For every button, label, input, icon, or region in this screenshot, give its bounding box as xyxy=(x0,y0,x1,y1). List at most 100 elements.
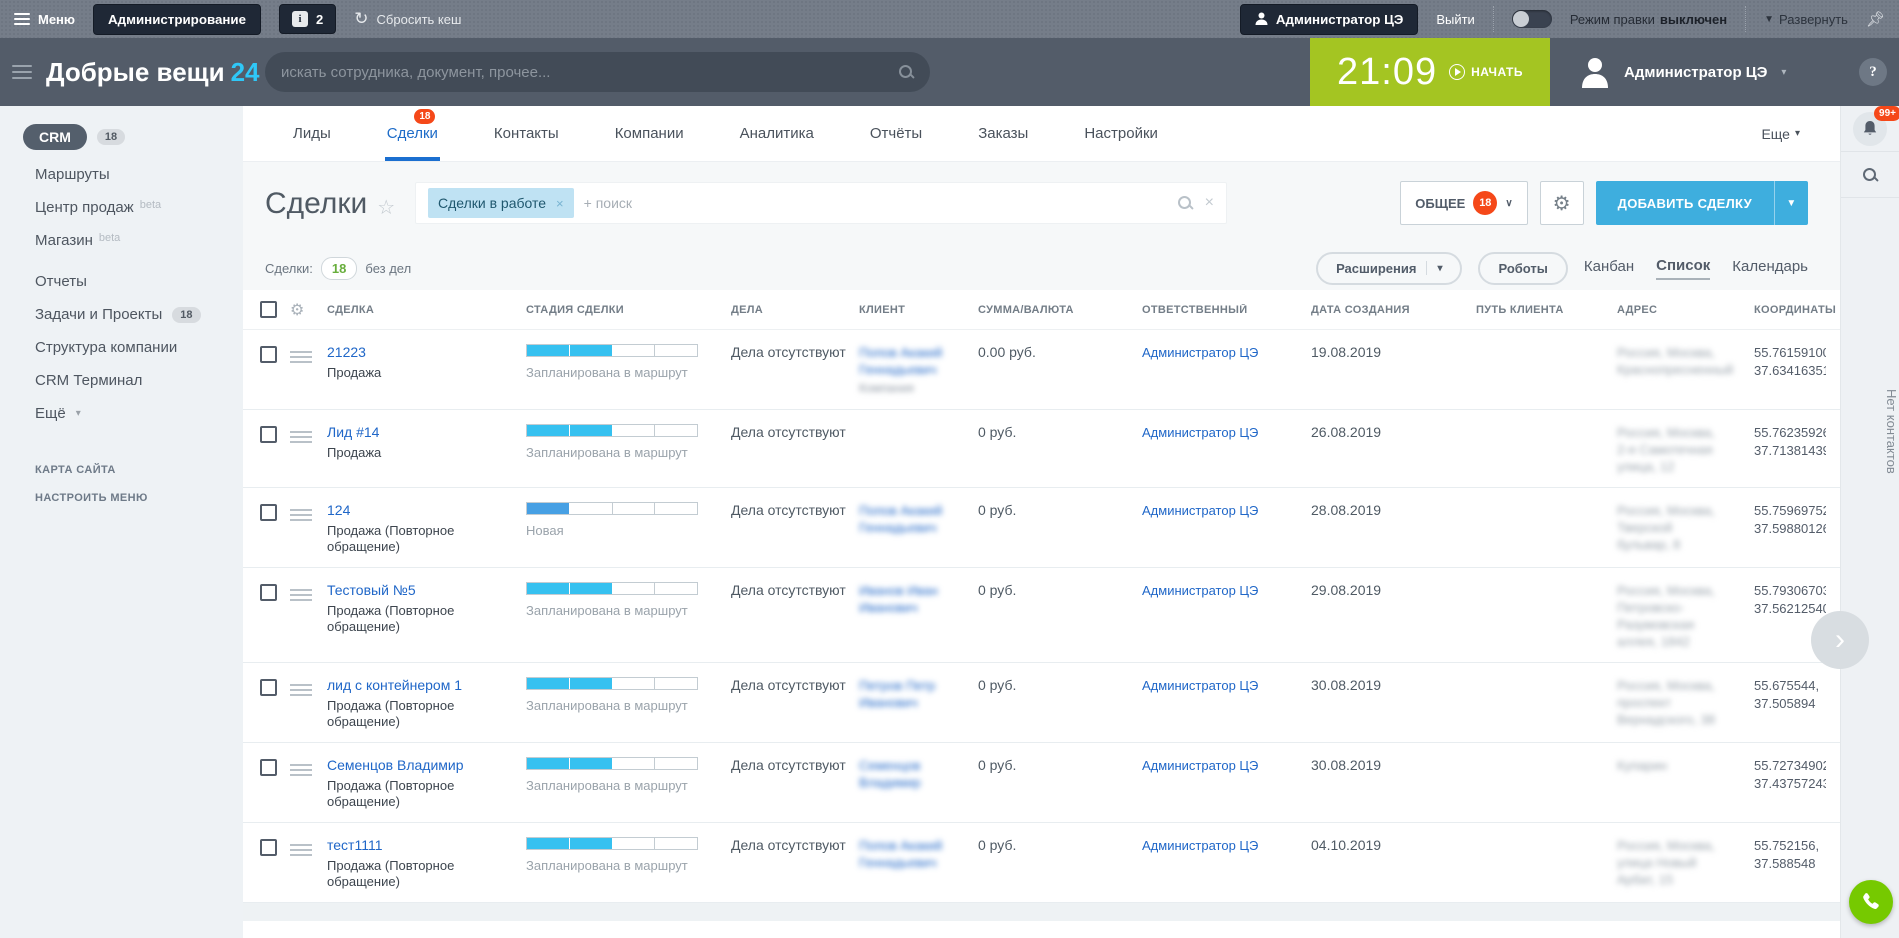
tab-аналитика[interactable]: Аналитика xyxy=(712,106,842,161)
column-header[interactable]: АДРЕС xyxy=(1617,303,1658,316)
sidebar-item[interactable]: Структура компании xyxy=(0,331,243,364)
rail-search-button[interactable] xyxy=(1841,152,1899,198)
sidebar-item[interactable]: Отчеты xyxy=(0,265,243,298)
row-checkbox[interactable] xyxy=(260,839,277,856)
client-link[interactable]: Геннадьевич xyxy=(859,855,937,870)
sidebar-item[interactable]: Задачи и Проекты 18 xyxy=(0,298,243,331)
deal-name-link[interactable]: тест1111 xyxy=(327,837,383,853)
sidebar-footer-link[interactable]: НАСТРОИТЬ МЕНЮ xyxy=(35,492,148,504)
stage-progress-bar[interactable] xyxy=(526,757,698,770)
edit-mode-toggle[interactable] xyxy=(1511,10,1552,28)
deal-name-link[interactable]: лид с контейнером 1 xyxy=(327,677,462,693)
collapse-panel-button[interactable]: › xyxy=(1811,611,1869,669)
view-календарь[interactable]: Календарь xyxy=(1732,257,1808,275)
responsible-link[interactable]: Администратор ЦЭ xyxy=(1142,345,1259,360)
row-checkbox[interactable] xyxy=(260,426,277,443)
client-link[interactable]: Семенцов xyxy=(859,758,921,773)
column-header[interactable]: СДЕЛКА xyxy=(327,303,375,316)
deals-count-badge[interactable]: 18 xyxy=(320,256,358,280)
client-link[interactable]: Попов Акакий xyxy=(859,838,943,853)
admin-user-button[interactable]: Администратор ЦЭ xyxy=(1239,3,1419,35)
sidebar-item[interactable]: CRM Терминал xyxy=(0,364,243,397)
global-search[interactable] xyxy=(265,52,930,92)
clear-filter-icon[interactable]: × xyxy=(1204,194,1214,211)
sidebar-item[interactable]: Центр продаж beta xyxy=(0,191,243,224)
start-workday-button[interactable]: НАЧАТЬ xyxy=(1449,64,1523,80)
remove-filter-icon[interactable]: × xyxy=(556,195,564,211)
favorite-star-icon[interactable]: ☆ xyxy=(377,196,396,219)
tab-настройки[interactable]: Настройки xyxy=(1056,106,1186,161)
notifications-bell-button[interactable]: 99+ xyxy=(1853,105,1899,146)
responsible-link[interactable]: Администратор ЦЭ xyxy=(1142,503,1259,518)
deal-name-link[interactable]: Лид #14 xyxy=(327,424,380,440)
column-header[interactable]: ПУТЬ КЛИЕНТА xyxy=(1476,303,1564,316)
tabs-more-button[interactable]: Еще ▾ xyxy=(1761,125,1800,142)
extensions-button[interactable]: Расширения ▾ xyxy=(1316,251,1463,285)
logout-link[interactable]: Выйти xyxy=(1436,11,1475,27)
current-user-menu[interactable]: Администратор ЦЭ ▾ xyxy=(1580,38,1786,106)
responsible-link[interactable]: Администратор ЦЭ xyxy=(1142,838,1259,853)
stage-progress-bar[interactable] xyxy=(526,424,698,437)
client-link[interactable]: Геннадьевич xyxy=(859,520,937,535)
deal-name-link[interactable]: 124 xyxy=(327,502,351,518)
row-checkbox[interactable] xyxy=(260,346,277,363)
row-checkbox[interactable] xyxy=(260,759,277,776)
client-link[interactable]: Геннадьевич xyxy=(859,362,937,377)
time-tracker[interactable]: 21:09 НАЧАТЬ xyxy=(1310,38,1550,106)
filter-search-bar[interactable]: Сделки в работе × + поиск × xyxy=(415,182,1227,224)
column-settings-gear-icon[interactable]: ⚙︎ xyxy=(290,301,305,319)
filter-search-placeholder[interactable]: + поиск xyxy=(583,195,633,211)
select-all-checkbox[interactable] xyxy=(260,301,277,318)
sidebar-item[interactable]: Магазин beta xyxy=(0,224,243,257)
deal-name-link[interactable]: Семенцов Владимир xyxy=(327,757,464,773)
filter-chip[interactable]: Сделки в работе × xyxy=(428,188,574,218)
view-канбан[interactable]: Канбан xyxy=(1583,257,1635,275)
administration-button[interactable]: Администрирование xyxy=(93,3,262,35)
sidebar-item[interactable]: Маршруты xyxy=(0,158,243,191)
responsible-link[interactable]: Администратор ЦЭ xyxy=(1142,758,1259,773)
deal-name-link[interactable]: Тестовый №5 xyxy=(327,582,416,598)
robots-button[interactable]: Роботы xyxy=(1478,251,1568,285)
tab-сделки[interactable]: Сделки 18 xyxy=(359,106,466,161)
row-checkbox[interactable] xyxy=(260,679,277,696)
column-header[interactable]: КЛИЕНТ xyxy=(859,303,906,316)
client-link[interactable]: Попов Акакий xyxy=(859,345,943,360)
column-header[interactable]: КООРДИНАТЫ xyxy=(1754,303,1837,316)
row-drag-handle[interactable] xyxy=(290,428,312,446)
column-header[interactable]: СУММА/ВАЛЮТА xyxy=(978,303,1074,316)
sidebar-toggle-icon[interactable] xyxy=(12,61,32,83)
stage-progress-bar[interactable] xyxy=(526,837,698,850)
sidebar-item[interactable]: Ещё ▾ xyxy=(0,397,243,430)
tab-заказы[interactable]: Заказы xyxy=(950,106,1056,161)
settings-gear-button[interactable]: ⚙︎ xyxy=(1539,181,1584,225)
add-deal-dropdown[interactable]: ▼ xyxy=(1774,181,1808,225)
tab-контакты[interactable]: Контакты xyxy=(466,106,587,161)
column-header[interactable]: СТАДИЯ СДЕЛКИ xyxy=(526,303,624,316)
stage-progress-bar[interactable] xyxy=(526,677,698,690)
client-link[interactable]: Иванов Иван xyxy=(859,583,938,598)
search-icon[interactable] xyxy=(1177,195,1193,211)
client-link[interactable]: Иванович xyxy=(859,695,918,710)
expand-button[interactable]: ▼ Развернуть xyxy=(1764,11,1848,27)
row-drag-handle[interactable] xyxy=(290,586,312,604)
client-link[interactable]: Петров Петр xyxy=(859,678,936,693)
add-deal-button[interactable]: ДОБАВИТЬ СДЕЛКУ ▼ xyxy=(1595,181,1808,225)
row-checkbox[interactable] xyxy=(260,504,277,521)
row-drag-handle[interactable] xyxy=(290,841,312,859)
client-link[interactable]: Попов Акакий xyxy=(859,503,943,518)
row-drag-handle[interactable] xyxy=(290,348,312,366)
admin-notifications-button[interactable]: i 2 xyxy=(279,4,337,34)
client-link[interactable]: Иванович xyxy=(859,600,918,615)
sidebar-item[interactable]: CRM 18 xyxy=(0,116,243,158)
pin-icon[interactable]: 📌︎ xyxy=(1865,11,1885,28)
column-header[interactable]: ОТВЕТСТВЕННЫЙ xyxy=(1142,303,1248,316)
brand-logo[interactable]: Добрые вещи 24 xyxy=(46,56,260,87)
tab-лиды[interactable]: Лиды xyxy=(265,106,359,161)
responsible-link[interactable]: Администратор ЦЭ xyxy=(1142,678,1259,693)
stage-progress-bar[interactable] xyxy=(526,582,698,595)
row-checkbox[interactable] xyxy=(260,584,277,601)
help-button[interactable]: ? xyxy=(1859,58,1887,86)
row-drag-handle[interactable] xyxy=(290,761,312,779)
responsible-link[interactable]: Администратор ЦЭ xyxy=(1142,583,1259,598)
deal-name-link[interactable]: 21223 xyxy=(327,344,366,360)
